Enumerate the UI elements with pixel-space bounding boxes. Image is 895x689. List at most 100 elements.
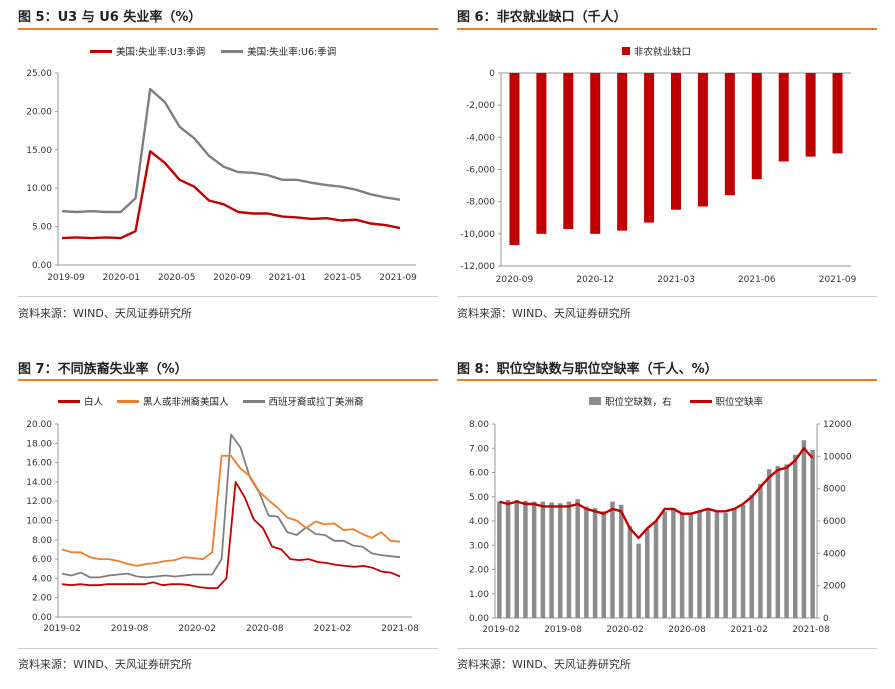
fig7-title: 图 7：不同族裔失业率（%） — [18, 362, 188, 377]
fig8-y-tick-label: 4.00 — [469, 517, 489, 527]
fig7-source: 资料来源：WIND、天风证券研究所 — [18, 658, 192, 671]
legend-rate-label: 职位空缺率 — [715, 397, 764, 408]
fig7-x-tick-label: 2021-08 — [381, 624, 419, 634]
openings-bar — [697, 511, 702, 618]
legend-black: 黑人或非洲裔美国人 — [117, 394, 229, 408]
fig6-y-tick-label: -10,000 — [460, 230, 495, 240]
fig8-y-tick-label: 1.00 — [469, 590, 489, 600]
openings-bar — [714, 510, 720, 618]
openings-bar — [575, 499, 580, 618]
openings-bar — [810, 449, 815, 618]
fig7-title-rule — [18, 379, 438, 381]
legend-u3: 美国:失业率:U3:季调 — [90, 44, 205, 58]
legend-gap-label: 非农就业缺口 — [634, 47, 692, 58]
fig6-y-tick-label: -2,000 — [466, 101, 495, 111]
u6-series-line — [61, 87, 401, 214]
openings-bar — [705, 509, 711, 618]
fig8-y-tick-label: 2.00 — [469, 566, 489, 576]
fig7-y-tick-label: 10.00 — [26, 517, 52, 527]
fig6-y-tick-label: -8,000 — [466, 198, 495, 208]
fig8-y2-tick-label: 6000 — [823, 517, 846, 527]
fig5-x-tick-label: 2021-01 — [269, 273, 307, 283]
legend-white-label: 白人 — [84, 397, 104, 408]
fig8-y2-tick-label: 12000 — [823, 420, 852, 430]
legend-white: 白人 — [58, 394, 103, 408]
gap-bar — [778, 73, 789, 162]
openings-bar — [540, 501, 546, 618]
hispanic-series-line — [61, 433, 401, 579]
fig7-y-tick-label: 4.00 — [32, 574, 52, 584]
openings-bar — [792, 454, 798, 618]
white-series-line — [61, 480, 401, 590]
gap-bar — [509, 73, 520, 246]
fig7-y-tick-label: 6.00 — [32, 555, 52, 565]
fig6-x-tick-label: 2020-12 — [576, 275, 614, 285]
openings-bar — [610, 501, 615, 618]
gap-bar — [644, 73, 655, 223]
fig7-x-tick-label: 2020-08 — [246, 624, 284, 634]
openings-bar — [662, 511, 667, 618]
openings-bar — [505, 499, 511, 618]
openings-bar — [671, 508, 676, 618]
panel-fig6: 图 6：非农就业缺口（千人） 非农就业缺口 -12,000 -10,000 -8,0… — [457, 0, 880, 330]
openings-bar — [549, 502, 554, 618]
fig7-y-tick-label: 2.00 — [32, 594, 52, 604]
fig8-y-tick-label: 7.00 — [469, 444, 489, 454]
gap-bar — [697, 73, 708, 207]
legend-gap: 非农就业缺口 — [622, 44, 691, 58]
fig7-y-tick-label: 12.00 — [26, 497, 52, 507]
fig5-source-rule — [18, 296, 438, 297]
fig8-legend: 职位空缺数，右 职位空缺率 — [589, 394, 763, 408]
fig7-y-tick-label: 0.00 — [32, 613, 52, 623]
gap-bar — [536, 73, 547, 234]
fig8-x-tick-label: 2019-02 — [482, 625, 520, 635]
fig8-x-tick-label: 2019-08 — [544, 625, 582, 635]
fig6-y-tick-label: -4,000 — [466, 133, 495, 143]
fig5-x-tick-label: 2020-01 — [103, 273, 141, 283]
openings-bar — [749, 495, 754, 618]
u3-series-line — [61, 150, 401, 240]
fig5-chart: 0.00 5.00 10.00 15.00 20.00 25.00 2019-09 2020-… — [26, 69, 417, 283]
openings-bar — [723, 512, 728, 618]
fig8-y-tick-label: 5.00 — [469, 493, 489, 503]
legend-hispanic: 西班牙裔或拉丁美洲裔 — [242, 394, 364, 408]
fig8-y-tick-label: 6.00 — [469, 469, 489, 479]
fig6-x-tick-label: 2020-09 — [496, 275, 534, 285]
fig5-x-tick-label: 2019-09 — [47, 273, 85, 283]
fig7-x-tick-label: 2019-02 — [43, 624, 81, 634]
fig7-x-tick-label: 2021-02 — [314, 624, 352, 634]
openings-bar — [566, 501, 572, 618]
openings-bar — [627, 525, 633, 618]
fig8-chart: 0.00 1.00 2.00 3.00 4.00 5.00 6.00 7.00 8.00 0 200… — [469, 420, 852, 635]
fig7-chart: 0.00 2.00 4.00 6.00 8.00 10.00 12.00 14.00 16.00… — [26, 420, 419, 634]
fig8-title-rule — [457, 379, 877, 381]
fig5-x-tick-label: 2021-09 — [379, 273, 417, 283]
openings-bar — [784, 464, 789, 618]
vacancy-rate-line — [499, 447, 814, 540]
openings-bar — [688, 514, 694, 618]
fig8-source: 资料来源：WIND、天风证券研究所 — [457, 658, 631, 671]
fig7-x-tick-label: 2020-02 — [178, 624, 216, 634]
fig5-y-tick-label: 25.00 — [26, 69, 52, 79]
fig5-y-tick-label: 15.00 — [26, 146, 52, 156]
gap-bar — [832, 73, 843, 154]
fig6-x-tick-label: 2021-09 — [819, 275, 857, 285]
gap-bar — [563, 73, 574, 230]
fig5-y-tick-label: 20.00 — [26, 107, 52, 117]
openings-bar — [679, 512, 685, 618]
fig7-y-tick-label: 8.00 — [32, 536, 52, 546]
openings-bar — [732, 508, 737, 618]
legend-rate: 职位空缺率 — [689, 394, 764, 408]
black-series-line — [61, 454, 401, 567]
fig5-legend: 美国:失业率:U3:季调 美国:失业率:U6:季调 — [90, 44, 336, 58]
panel-fig5: 图 5：U3 与 U6 失业率（%） 美国:失业率:U3:季调 美国:失业率:U… — [18, 0, 441, 330]
fig6-source-rule — [457, 296, 877, 297]
fig8-y-tick-label: 0.00 — [469, 614, 489, 624]
gap-bar — [724, 73, 735, 196]
fig8-y-tick-label: 3.00 — [469, 541, 489, 551]
fig8-x-tick-label: 2020-02 — [606, 625, 644, 635]
fig8-source-rule — [457, 648, 877, 649]
fig6-y-tick-label: 0 — [489, 69, 495, 79]
openings-bar — [801, 440, 807, 618]
openings-bar — [497, 501, 502, 618]
